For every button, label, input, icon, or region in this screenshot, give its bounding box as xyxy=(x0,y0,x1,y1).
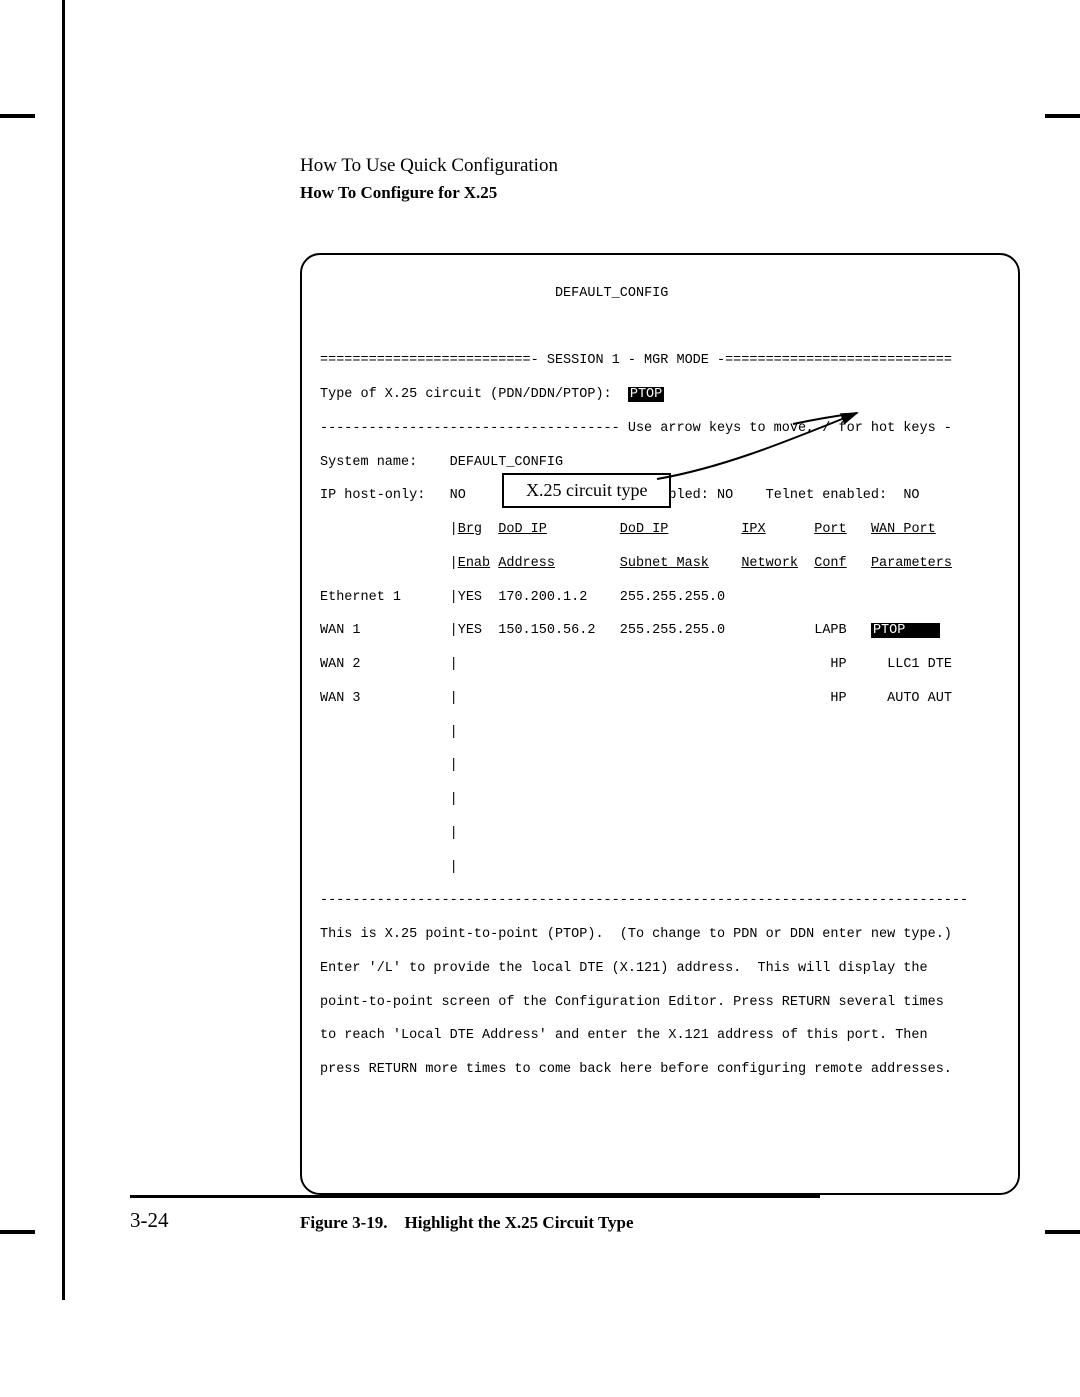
page-content: How To Use Quick Configuration How To Co… xyxy=(300,155,1020,1233)
crop-mark-top-right xyxy=(1045,114,1080,118)
col-headers-2: |Enab Address Subnet Mask Network Conf P… xyxy=(320,556,1000,573)
help-line-1: This is X.25 point-to-point (PTOP). (To … xyxy=(320,927,1000,944)
terminal-blank xyxy=(320,320,1000,337)
section-heading: How To Use Quick Configuration xyxy=(300,155,1020,177)
row-empty1: | xyxy=(320,725,1000,742)
row-wan1: WAN 1 |YES 150.150.56.2 255.255.255.0 LA… xyxy=(320,623,1000,640)
row-empty2: | xyxy=(320,758,1000,775)
help-line-4: to reach 'Local DTE Address' and enter t… xyxy=(320,1028,1000,1045)
figure-caption: Figure 3-19. Highlight the X.25 Circuit … xyxy=(300,1213,1020,1233)
circuit-type-value[interactable]: PTOP xyxy=(628,387,664,402)
col-headers-1: |Brg DoD IP DoD IP IPX Port WAN Port xyxy=(320,522,1000,539)
wan1-param-highlight: PTOP xyxy=(871,623,940,638)
figure-title: Highlight the X.25 Circuit Type xyxy=(405,1213,634,1232)
separator-line: ----------------------------------------… xyxy=(320,893,1000,910)
terminal-screenshot: DEFAULT_CONFIG =========================… xyxy=(300,253,1020,1195)
row-empty5: | xyxy=(320,860,1000,877)
terminal-title: DEFAULT_CONFIG xyxy=(320,286,1000,303)
binding-vertical-line xyxy=(62,0,65,1300)
row-empty3: | xyxy=(320,792,1000,809)
row-empty4: | xyxy=(320,826,1000,843)
page-number: 3-24 xyxy=(130,1208,169,1233)
row-wan2: WAN 2 | HP LLC1 DTE xyxy=(320,657,1000,674)
circuit-type-line: Type of X.25 circuit (PDN/DDN/PTOP): PTO… xyxy=(320,387,1000,404)
help-line-2: Enter '/L' to provide the local DTE (X.1… xyxy=(320,961,1000,978)
crop-mark-bottom-left xyxy=(0,1230,35,1234)
row-ethernet: Ethernet 1 |YES 170.200.1.2 255.255.255.… xyxy=(320,590,1000,607)
figure-number: Figure 3-19. xyxy=(300,1213,388,1232)
callout-label: X.25 circuit type xyxy=(502,473,671,508)
footer-rule xyxy=(130,1195,820,1198)
help-line-5: press RETURN more times to come back her… xyxy=(320,1062,1000,1079)
session-bar: ==========================- SESSION 1 - … xyxy=(320,353,1000,370)
help-line-3: point-to-point screen of the Configurati… xyxy=(320,995,1000,1012)
system-name-line: System name: DEFAULT_CONFIG xyxy=(320,455,1000,472)
hint-line: ------------------------------------- Us… xyxy=(320,421,1000,438)
subsection-heading: How To Configure for X.25 xyxy=(300,183,1020,203)
crop-mark-bottom-right xyxy=(1045,1230,1080,1234)
crop-mark-top-left xyxy=(0,114,35,118)
row-wan3: WAN 3 | HP AUTO AUT xyxy=(320,691,1000,708)
